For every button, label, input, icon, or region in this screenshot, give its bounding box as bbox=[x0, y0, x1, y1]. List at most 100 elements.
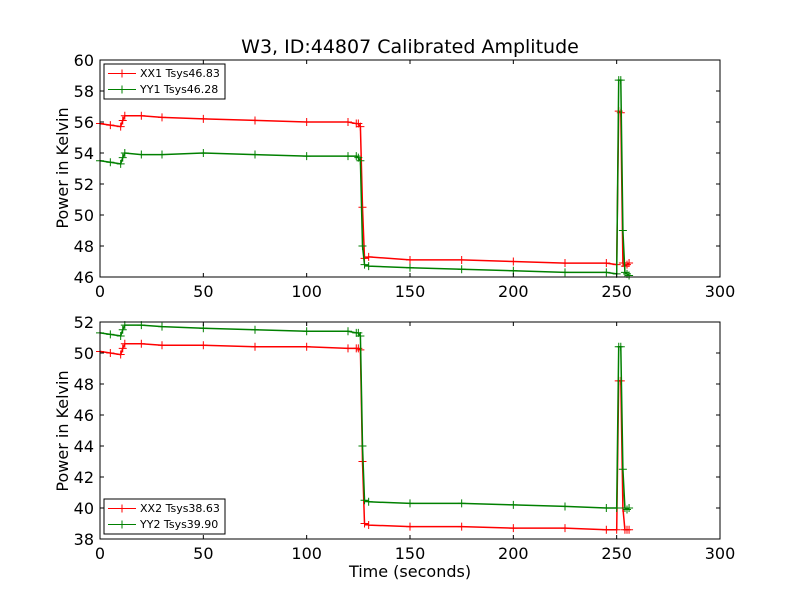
data-point-0-1-13 bbox=[356, 156, 365, 165]
data-point-0-1-24 bbox=[616, 76, 625, 85]
data-point-1-0-7 bbox=[199, 341, 208, 350]
data-point-0-0-14 bbox=[358, 203, 367, 212]
data-point-1-0-17 bbox=[406, 522, 414, 531]
y-tick-label-0-2: 50 bbox=[74, 206, 94, 225]
data-point-0-1-8 bbox=[251, 150, 259, 159]
data-point-0-1-21 bbox=[602, 268, 611, 277]
top-ticks: 0 50 100 150 200 250 300 46 48 50 52 54 56 58 60 bbox=[74, 51, 736, 301]
bottom-legend-box bbox=[103, 498, 226, 535]
data-point-1-0-2 bbox=[116, 350, 125, 359]
data-point-1-1-25 bbox=[618, 465, 627, 474]
data-point-1-0-10 bbox=[344, 344, 352, 353]
y-tick-label-1-7: 52 bbox=[74, 313, 94, 332]
data-point-0-0-2 bbox=[116, 122, 125, 131]
data-point-1-0-3 bbox=[118, 344, 127, 353]
top-legend-marker-yy1 bbox=[118, 85, 126, 94]
data-point-0-0-9 bbox=[302, 118, 311, 126]
data-point-0-1-28 bbox=[625, 271, 634, 280]
x-tick-label-0-0: 0 bbox=[95, 282, 105, 301]
data-point-0-0-17 bbox=[406, 255, 414, 264]
x-tick-label-1-3: 150 bbox=[395, 544, 426, 563]
data-point-0-0-20 bbox=[561, 259, 569, 268]
x-tick-label-0-1: 50 bbox=[193, 282, 213, 301]
y-tick-label-1-5: 48 bbox=[74, 375, 94, 394]
top-ylabel: Power in Kelvin bbox=[53, 107, 72, 228]
data-point-1-0-19 bbox=[509, 524, 518, 533]
data-point-1-1-9 bbox=[302, 327, 311, 336]
data-point-0-0-3 bbox=[118, 116, 127, 125]
y-tick-label-0-5: 56 bbox=[74, 113, 94, 132]
data-point-0-1-3 bbox=[118, 153, 127, 162]
data-point-1-1-24 bbox=[616, 342, 625, 351]
bottom-legend-marker-yy2 bbox=[118, 520, 126, 529]
data-point-0-0-10 bbox=[344, 118, 352, 126]
data-point-0-0-5 bbox=[137, 111, 146, 120]
data-point-1-1-21 bbox=[602, 504, 611, 512]
x-tick-label-1-5: 250 bbox=[601, 544, 632, 563]
data-point-1-0-28 bbox=[625, 525, 634, 534]
data-point-1-1-16 bbox=[364, 497, 373, 506]
bottom-legend: XX2 Tsys38.63 YY2 Tsys39.90 bbox=[103, 498, 226, 535]
data-point-0-1-7 bbox=[199, 149, 208, 157]
top-subplot: Power in Kelvin 0 50 100 150 200 250 300 46 48 50… bbox=[53, 51, 735, 301]
data-point-0-0-1 bbox=[106, 121, 115, 130]
data-point-0-0-19 bbox=[509, 257, 518, 266]
data-point-0-1-14 bbox=[358, 242, 367, 250]
data-point-1-0-18 bbox=[457, 522, 466, 531]
bottom-legend-label-yy2: YY2 Tsys39.90 bbox=[139, 518, 218, 531]
data-point-1-0-21 bbox=[602, 525, 611, 534]
data-point-1-1-15 bbox=[360, 496, 369, 505]
data-point-1-1-28 bbox=[625, 504, 634, 512]
bottom-legend-marker-xx2 bbox=[118, 504, 126, 513]
data-point-0-0-13 bbox=[356, 122, 365, 131]
data-point-0-1-5 bbox=[137, 150, 146, 159]
top-legend-marker-xx1 bbox=[118, 69, 126, 78]
data-point-1-0-9 bbox=[302, 342, 311, 351]
x-tick-label-0-2: 100 bbox=[291, 282, 322, 301]
data-point-0-1-11 bbox=[352, 152, 361, 161]
data-point-1-0-4 bbox=[120, 339, 129, 348]
x-tick-label-1-6: 300 bbox=[705, 544, 736, 563]
y-tick-label-0-3: 52 bbox=[74, 175, 94, 194]
data-point-1-1-27 bbox=[623, 505, 631, 514]
data-point-0-1-2 bbox=[116, 159, 125, 168]
x-tick-label-1-2: 100 bbox=[291, 544, 322, 563]
data-point-1-0-1 bbox=[106, 349, 115, 357]
data-point-1-1-13 bbox=[356, 331, 365, 340]
x-tick-label-1-0: 0 bbox=[95, 544, 105, 563]
y-tick-label-1-4: 46 bbox=[74, 406, 94, 425]
y-tick-label-0-0: 46 bbox=[74, 268, 94, 287]
y-tick-label-0-6: 58 bbox=[74, 82, 94, 101]
data-point-1-0-22 bbox=[612, 525, 621, 534]
data-point-0-0-21 bbox=[602, 259, 611, 268]
data-point-1-1-1 bbox=[106, 330, 115, 339]
data-point-0-1-6 bbox=[158, 150, 166, 159]
bottom-legend-label-xx2: XX2 Tsys38.63 bbox=[140, 502, 220, 515]
data-point-1-0-15 bbox=[360, 519, 369, 528]
data-point-0-0-7 bbox=[199, 114, 208, 123]
bottom-subplot: Power in Kelvin Time (seconds) 0 50 100 150… bbox=[53, 313, 735, 581]
data-point-1-1-6 bbox=[158, 322, 166, 331]
data-point-0-1-16 bbox=[364, 262, 373, 271]
data-point-1-1-14 bbox=[358, 442, 367, 450]
top-legend-label-xx1: XX1 Tsys46.83 bbox=[140, 67, 220, 80]
data-point-1-1-3 bbox=[118, 325, 127, 334]
data-point-0-1-15 bbox=[360, 260, 369, 269]
data-point-0-1-18 bbox=[457, 265, 466, 274]
top-legend-label-yy1: YY1 Tsys46.28 bbox=[139, 83, 218, 96]
data-point-0-1-17 bbox=[406, 263, 414, 272]
data-point-1-1-8 bbox=[251, 325, 259, 334]
x-tick-label-1-4: 200 bbox=[498, 544, 529, 563]
data-point-1-0-8 bbox=[251, 342, 259, 351]
data-point-1-0-20 bbox=[561, 524, 569, 533]
data-point-0-0-28 bbox=[625, 259, 634, 268]
bottom-ylabel: Power in Kelvin bbox=[53, 370, 72, 491]
data-point-1-1-18 bbox=[457, 499, 466, 508]
data-point-0-0-4 bbox=[120, 111, 129, 120]
data-point-0-1-25 bbox=[618, 226, 627, 235]
top-legend-box bbox=[103, 63, 226, 100]
data-point-1-1-2 bbox=[116, 331, 125, 340]
data-point-1-1-22 bbox=[612, 504, 621, 512]
data-point-1-1-20 bbox=[561, 502, 569, 511]
